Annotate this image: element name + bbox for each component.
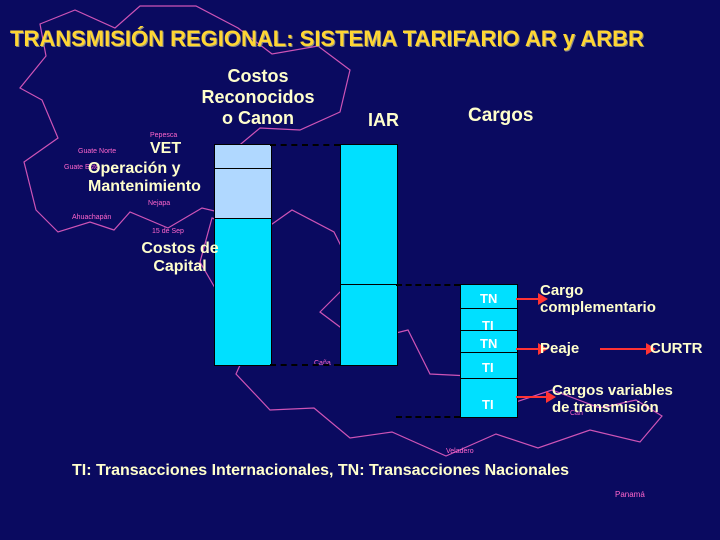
map-label: 15 de Sep [152, 228, 184, 235]
arrow [516, 396, 548, 398]
label-tn2: TN [480, 336, 497, 351]
arrow [516, 348, 540, 350]
dash-connector [396, 284, 460, 286]
label-legend: TI: Transacciones Internacionales, TN: T… [72, 462, 569, 480]
label-cap: Costos deCapital [110, 240, 250, 276]
label-curtr: CURTR [650, 340, 703, 357]
arrow [600, 348, 648, 350]
dash-connector [270, 364, 340, 366]
map-label: Veladero [446, 448, 474, 455]
bar2 [340, 144, 398, 366]
dash-connector [270, 144, 340, 146]
slide-root: TRANSMISIÓN REGIONAL: SISTEMA TARIFARIO … [0, 0, 720, 540]
bar2-segment [341, 285, 397, 365]
label-vet: VET [150, 140, 181, 158]
label-peaje: Peaje [540, 340, 579, 357]
label-cargos: Cargos [468, 105, 533, 127]
label-iar: IAR [368, 110, 399, 131]
label-costos_head: CostosReconocidoso Canon [178, 66, 338, 129]
dash-connector [396, 416, 460, 418]
label-ti1: TI [482, 318, 494, 333]
label-oym: Operación yMantenimiento [88, 160, 288, 196]
label-comp: Cargocomplementario [540, 282, 720, 316]
map-label: Ahuachapán [72, 214, 111, 221]
map-label: Panamá [615, 490, 645, 499]
label-tn1: TN [480, 291, 497, 306]
map-label: Nejapa [148, 200, 170, 207]
slide-title: TRANSMISIÓN REGIONAL: SISTEMA TARIFARIO … [10, 26, 644, 52]
map-label: Pepesca [150, 132, 177, 139]
bar2-segment [341, 145, 397, 285]
map-label: Guate Norte [78, 148, 116, 155]
label-ti2: TI [482, 360, 494, 375]
label-ti3: TI [482, 397, 494, 412]
arrow [516, 298, 540, 300]
label-cvar: Cargos variablesde transmisión [552, 382, 720, 416]
